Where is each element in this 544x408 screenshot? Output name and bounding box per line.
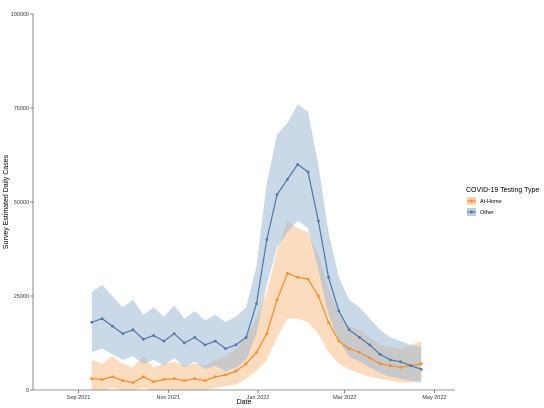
legend: COVID-19 Testing Type At-Home Other: [466, 187, 539, 216]
other-point: [193, 336, 197, 339]
y-axis-ticks: 0 25000 50000 75000 100000: [11, 12, 33, 394]
at-home-point: [306, 277, 310, 281]
at-home-point: [337, 339, 341, 343]
at-home-point: [286, 272, 289, 275]
at-home-point: [368, 356, 372, 360]
x-tick-label: Nov 2021: [157, 395, 181, 401]
at-home-point: [347, 347, 351, 350]
other-point: [368, 343, 372, 347]
other-point: [409, 364, 413, 367]
at-home-point: [203, 379, 207, 382]
x-tick-label: Jan 2022: [247, 395, 270, 401]
at-home-point: [234, 369, 238, 373]
at-home-point: [327, 320, 330, 324]
other-point: [275, 193, 279, 196]
at-home-point: [265, 332, 269, 335]
y-tick-label: 0: [26, 388, 29, 394]
at-home-point: [358, 351, 361, 354]
other-point: [296, 163, 300, 166]
other-point: [90, 320, 94, 324]
legend-label-other: Other: [480, 210, 494, 216]
other-point: [224, 347, 228, 350]
at-home-point: [213, 375, 217, 379]
other-point: [399, 360, 402, 364]
other-point: [213, 339, 217, 343]
at-home-point: [399, 366, 402, 369]
other-point: [244, 336, 248, 339]
other-point: [100, 317, 104, 320]
other-point: [306, 170, 310, 174]
other-point: [358, 336, 361, 339]
other-point: [203, 343, 207, 347]
at-home-point: [131, 381, 135, 384]
other-point: [378, 352, 382, 356]
at-home-point: [162, 378, 166, 381]
at-home-point: [90, 377, 94, 381]
at-home-point: [183, 379, 186, 382]
at-home-point: [316, 294, 320, 298]
at-home-point: [141, 375, 145, 379]
other-point: [337, 309, 341, 313]
other-point: [347, 328, 351, 332]
x-tick-label: Sep 2021: [67, 395, 91, 401]
other-point: [172, 332, 176, 335]
other-point: [327, 275, 330, 279]
other-point: [388, 358, 392, 362]
at-home-point: [419, 362, 423, 366]
x-axis-title: Date: [237, 399, 252, 406]
other-point: [419, 367, 423, 371]
at-home-point: [275, 298, 279, 302]
other-point: [121, 332, 125, 335]
legend-key-point-at-home: [470, 199, 473, 203]
at-home-point: [244, 362, 248, 366]
at-home-point: [255, 351, 258, 354]
confidence-bands: [91, 104, 422, 390]
other-point: [152, 334, 156, 337]
y-tick-label: 75000: [14, 106, 29, 112]
at-home-point: [388, 364, 392, 367]
series-points: [90, 163, 423, 384]
other-point: [141, 337, 145, 341]
legend-key-point-other: [470, 210, 473, 214]
other-point: [111, 324, 114, 328]
at-home-point: [100, 378, 104, 381]
x-tick-label: May 2022: [422, 395, 446, 401]
y-tick-label: 100000: [11, 12, 29, 18]
other-point: [316, 219, 320, 223]
legend-title: COVID-19 Testing Type: [466, 187, 539, 194]
other-point: [234, 343, 238, 347]
at-home-point: [296, 275, 300, 279]
x-axis-ticks: Sep 2021 Nov 2021 Jan 2022 Mar 2022 May 2022: [67, 390, 446, 401]
other-point: [286, 178, 289, 181]
at-home-band: [91, 220, 422, 390]
y-tick-label: 25000: [14, 294, 29, 300]
other-point: [255, 302, 258, 305]
other-band: [91, 104, 422, 383]
at-home-point: [193, 377, 197, 381]
other-point: [265, 238, 269, 242]
x-tick-label: Mar 2022: [333, 395, 356, 401]
at-home-point: [121, 379, 125, 382]
at-home-point: [111, 375, 114, 379]
legend-items: At-Home Other: [467, 197, 502, 216]
other-point: [131, 328, 135, 332]
at-home-point: [152, 380, 156, 384]
at-home-point: [172, 377, 176, 381]
y-tick-label: 50000: [14, 200, 29, 206]
legend-label-at-home: At-Home: [480, 199, 502, 205]
at-home-point: [224, 373, 228, 377]
at-home-point: [378, 362, 382, 366]
y-axis-title: Survey Estimated Daily Cases: [3, 154, 10, 249]
other-point: [183, 341, 186, 345]
other-point: [162, 339, 166, 343]
